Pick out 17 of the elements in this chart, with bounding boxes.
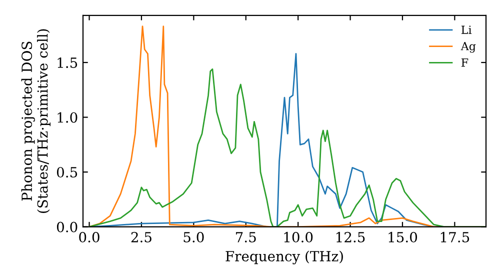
x-tick-label: 17.5 (440, 232, 470, 242)
legend-label: F (461, 58, 468, 67)
y-tick-label: 0.5 (56, 167, 78, 178)
x-tick-label: 15.0 (388, 232, 418, 242)
y-tick-label: 1.5 (58, 57, 78, 68)
legend-label: Li (461, 26, 472, 34)
x-axis-title: Frequency (THz) (226, 250, 343, 264)
legend-label: Ag (460, 42, 476, 53)
y-axis-title: Phonon projected DOS (States/THz·primitive cell) (21, 29, 50, 213)
x-tick-label: 10.0 (284, 232, 313, 242)
x-tick-label: 5.0 (184, 232, 204, 242)
x-tick-label: 2.5 (131, 232, 152, 242)
x-tick-label: 7.5 (236, 232, 256, 242)
y-tick-label: 1.0 (58, 112, 78, 123)
x-tick-label: 0.0 (79, 232, 100, 242)
y-tick-label: 0.0 (56, 222, 78, 232)
x-tick-label: 12.5 (336, 232, 365, 242)
